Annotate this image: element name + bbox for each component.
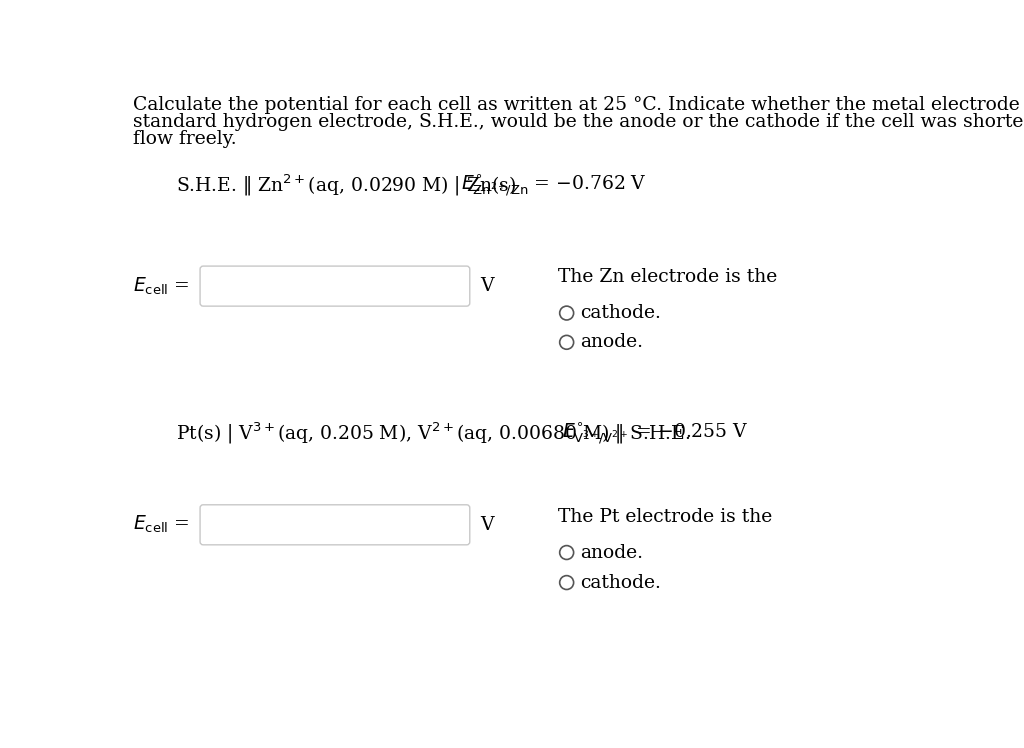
Text: anode.: anode. [580, 544, 643, 562]
Text: $E_{\mathrm{cell}}$ =: $E_{\mathrm{cell}}$ = [133, 514, 190, 536]
FancyBboxPatch shape [200, 505, 470, 545]
Circle shape [560, 335, 573, 349]
Text: flow freely.: flow freely. [133, 130, 237, 148]
Text: V: V [480, 277, 495, 295]
Text: $E_{\mathrm{cell}}$ =: $E_{\mathrm{cell}}$ = [133, 275, 190, 297]
Text: Pt(s) $\vert$ V$^{3+}$(aq, 0.205 M), V$^{2+}$(aq, 0.00680 M) $\Vert$ S.H.E.: Pt(s) $\vert$ V$^{3+}$(aq, 0.205 M), V$^… [176, 421, 690, 447]
Circle shape [560, 576, 573, 589]
Text: The Zn electrode is the: The Zn electrode is the [558, 269, 777, 286]
Circle shape [560, 306, 573, 320]
Text: S.H.E. $\Vert$ Zn$^{2+}$(aq, 0.0290 M) $\vert$ Zn(s): S.H.E. $\Vert$ Zn$^{2+}$(aq, 0.0290 M) $… [176, 172, 516, 197]
FancyBboxPatch shape [200, 266, 470, 306]
Text: cathode.: cathode. [580, 304, 660, 322]
Circle shape [560, 545, 573, 560]
Text: standard hydrogen electrode, S.H.E., would be the anode or the cathode if the ce: standard hydrogen electrode, S.H.E., wou… [133, 113, 1024, 131]
Text: cathode.: cathode. [580, 574, 660, 592]
Text: anode.: anode. [580, 334, 643, 352]
Text: The Pt electrode is the: The Pt electrode is the [558, 508, 772, 526]
Text: $E^{\circ}_{\mathrm{Zn}^{2+}\!/\mathrm{Zn}}$ = −0.762 V: $E^{\circ}_{\mathrm{Zn}^{2+}\!/\mathrm{Z… [461, 172, 647, 199]
Text: $E^{\circ}_{\mathrm{V}^{3+}\!/\mathrm{V}^{2+}}$ = −0.255 V: $E^{\circ}_{\mathrm{V}^{3+}\!/\mathrm{V}… [562, 421, 749, 447]
Text: Calculate the potential for each cell as written at 25 °C. Indicate whether the : Calculate the potential for each cell as… [133, 96, 1024, 114]
Text: V: V [480, 516, 495, 534]
